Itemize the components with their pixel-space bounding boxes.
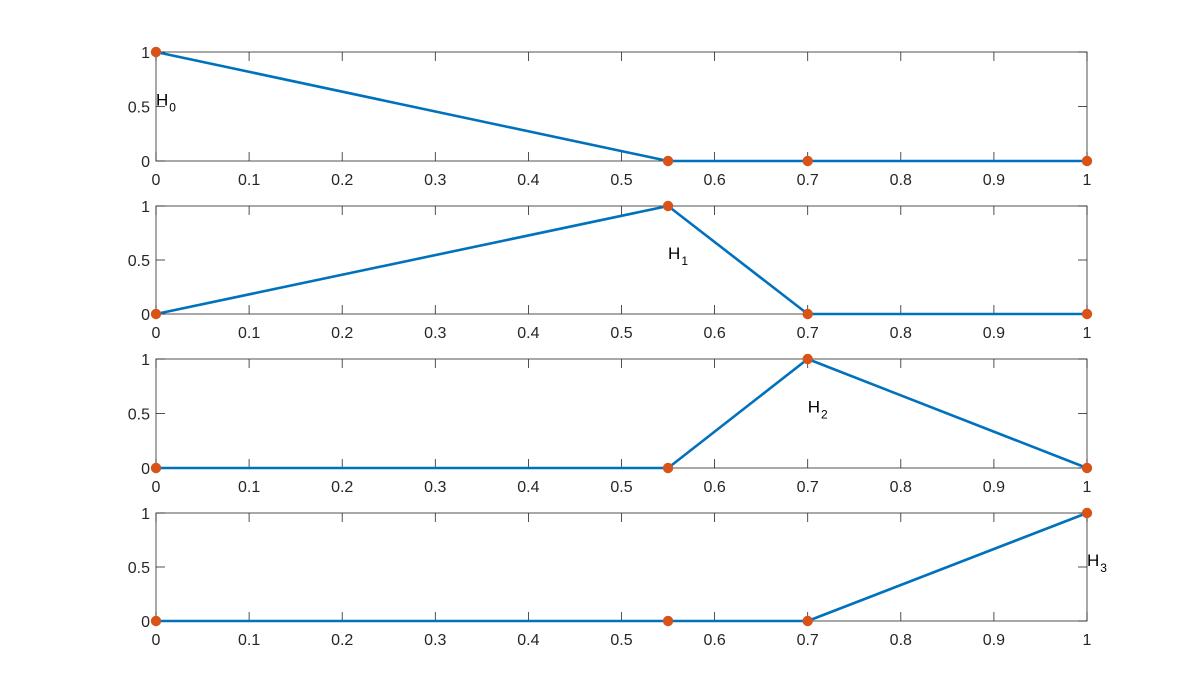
data-point [802,615,813,627]
data-point [1081,308,1093,320]
y-tick-label: 0 [141,307,150,324]
x-tick-label: 0.3 [424,172,446,189]
y-tick-label: 1 [141,506,150,523]
x-tick-label: 0.5 [610,479,632,496]
data-point [662,462,674,474]
data-point [1081,507,1093,519]
x-tick-label: 0 [152,632,161,649]
data-point [662,155,674,167]
data-point [1081,462,1093,474]
subplot-3: 0 0.1 0.2 0.3 0.4 0.5 0.6 0.7 0.8 0.9 1 0 0.5 1 H3 [128,506,1108,649]
y-tick-label: 0 [141,154,150,171]
x-tick-label: 0 [152,172,161,189]
y-tick-label: 0 [141,461,150,478]
x-tick-label: 0.5 [610,325,632,342]
x-tick-label: 0.1 [238,479,260,496]
y-tick-label: 0 [141,614,150,631]
x-tick-label: 0.1 [238,632,260,649]
x-tick-label: 0.8 [890,172,912,189]
x-tick-label: 0.2 [331,632,353,649]
axes-frame [155,205,1088,315]
data-point [150,46,162,58]
x-tick-label: 0.7 [797,325,819,342]
data-point [662,200,674,212]
y-tick-label: 1 [141,352,150,369]
x-tick-label: 0.4 [517,172,539,189]
x-tick-label: 0.2 [331,479,353,496]
data-point [802,308,813,320]
x-tick-label: 0.9 [983,172,1005,189]
subplot-0: 0 0.1 0.2 0.3 0.4 0.5 0.6 0.7 0.8 0.9 1 0 0.5 1 H0 [128,45,1093,189]
x-tick-label: 1 [1083,325,1092,342]
x-tick-label: 1 [1083,172,1092,189]
x-tick-label: 0.4 [517,632,539,649]
y-tick-label: 0.5 [128,253,150,270]
y-tick-label: 0.5 [128,407,150,424]
data-point [1081,155,1093,167]
data-point [802,155,813,167]
subplot-1: 0 0.1 0.2 0.3 0.4 0.5 0.6 0.7 0.8 0.9 1 0 0.5 1 H1 [128,199,1093,342]
x-tick-label: 0.1 [238,325,260,342]
x-tick-label: 0.8 [890,479,912,496]
x-tick-label: 0 [152,325,161,342]
data-point [662,615,674,627]
x-tick-label: 0 [152,479,161,496]
x-tick-label: 0.8 [890,632,912,649]
x-tick-label: 0.3 [424,632,446,649]
data-point [150,462,162,474]
curve-annotation: H2 [808,398,828,422]
x-tick-label: 0.3 [424,479,446,496]
series-line [154,204,1089,316]
x-tick-label: 1 [1083,479,1092,496]
series-line [154,357,1089,470]
y-tick-label: 1 [141,45,150,62]
x-tick-label: 0.4 [517,325,539,342]
x-tick-label: 0.7 [797,479,819,496]
x-tick-label: 0.7 [797,172,819,189]
x-tick-label: 0.6 [703,172,725,189]
y-tick-label: 0.5 [128,100,150,117]
x-tick-label: 0.7 [797,632,819,649]
data-point [150,308,162,320]
curve-annotation: H3 [1087,551,1107,575]
x-tick-label: 0.2 [331,172,353,189]
axes-frame [155,51,1088,162]
series-line [154,511,1089,623]
x-tick-label: 0.5 [610,172,632,189]
x-tick-label: 0.2 [331,325,353,342]
data-point [150,615,162,627]
x-tick-label: 0.6 [703,479,725,496]
x-tick-label: 0.5 [610,632,632,649]
curve-annotation: H1 [668,244,688,268]
x-tick-label: 0.6 [703,632,725,649]
x-tick-label: 1 [1083,632,1092,649]
x-tick-label: 0.4 [517,479,539,496]
series-line [154,50,1089,163]
curve-annotation: H0 [156,91,176,115]
y-tick-label: 1 [141,199,150,216]
y-tick-label: 0.5 [128,560,150,577]
data-point [802,353,813,365]
x-tick-label: 0.9 [983,325,1005,342]
x-tick-label: 0.6 [703,325,725,342]
x-tick-label: 0.8 [890,325,912,342]
x-tick-label: 0.9 [983,632,1005,649]
x-tick-label: 0.9 [983,479,1005,496]
x-tick-label: 0.1 [238,172,260,189]
subplot-2: 0 0.1 0.2 0.3 0.4 0.5 0.6 0.7 0.8 0.9 1 0 0.5 1 H2 [128,352,1093,496]
x-tick-label: 0.3 [424,325,446,342]
